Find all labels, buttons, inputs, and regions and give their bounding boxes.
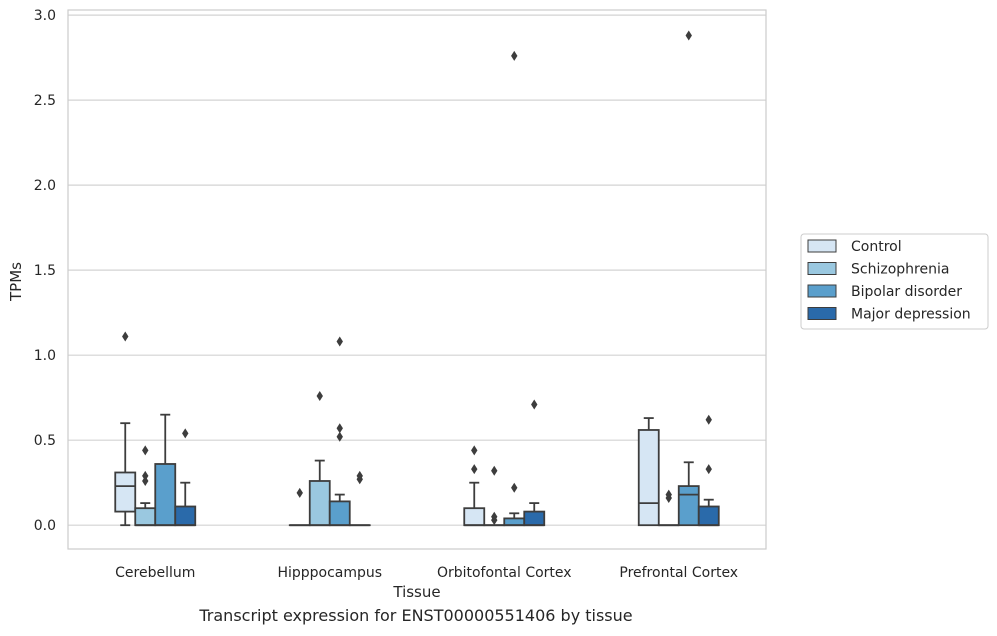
box-body (523, 510, 546, 527)
box-major-depression (697, 414, 720, 527)
box-body (328, 500, 351, 527)
x-tick-label: Hipppocampus (277, 565, 382, 581)
box-body (134, 507, 157, 527)
y-tick-labels: 0.0 0.5 1.0 1.5 2.0 2.5 3.0 (34, 8, 56, 534)
box-body (637, 429, 660, 527)
box-control (114, 331, 137, 527)
outlier-point (511, 50, 518, 61)
box-body (503, 517, 526, 527)
plot-frame (67, 9, 767, 550)
x-tick-labels: Cerebellum Hipppocampus Orbitofontal Corte… (115, 565, 738, 581)
box-schizophrenia (308, 390, 331, 527)
box-schizophrenia (134, 445, 157, 527)
outlier-point (336, 423, 343, 434)
outlier-point (705, 414, 712, 425)
box-body (697, 505, 720, 527)
outlier-point (182, 428, 189, 439)
x-tick-label: Prefrontal Cortex (619, 565, 738, 581)
legend: Control Schizophrenia Bipolar disorder Majo… (800, 233, 989, 330)
y-tick-label: 2.0 (34, 178, 56, 194)
box-control (463, 445, 486, 527)
box-control (288, 487, 311, 527)
outlier-point (491, 511, 498, 522)
outlier-point (705, 464, 712, 475)
y-tick-label: 0.5 (34, 433, 56, 449)
box-body (114, 471, 137, 513)
outlier-point (142, 475, 149, 486)
gridlines (68, 14, 766, 526)
box-groups (114, 30, 720, 527)
outlier-point (471, 445, 478, 456)
legend-swatch (807, 284, 837, 298)
outlier-point (296, 487, 303, 498)
outlier-point (531, 399, 538, 410)
box-body (463, 507, 486, 527)
box-bipolar-disorder (503, 50, 526, 527)
outlier-point (471, 464, 478, 475)
box-bipolar-disorder (154, 413, 177, 527)
y-tick-label: 1.5 (34, 263, 56, 279)
box-major-depression (523, 399, 546, 527)
outlier-point (336, 431, 343, 442)
outlier-point (511, 482, 518, 493)
chart-caption: Transcript expression for ENST0000055140… (199, 606, 633, 625)
outlier-point (356, 470, 363, 481)
outlier-point (665, 489, 672, 500)
box-bipolar-disorder (328, 336, 351, 527)
legend-swatch (807, 262, 837, 275)
box-body (677, 485, 700, 527)
box-body (154, 463, 177, 527)
y-tick-label: 0.0 (34, 518, 56, 534)
outlier-point (316, 390, 323, 401)
outlier-point (122, 331, 129, 342)
y-tick-label: 2.5 (34, 93, 56, 109)
box-body (308, 480, 331, 527)
y-tick-label: 3.0 (34, 8, 56, 24)
legend-label: Schizophrenia (851, 262, 949, 278)
box-schizophrenia (657, 489, 680, 527)
legend-box (800, 233, 989, 330)
legend-swatch (807, 307, 837, 320)
y-axis-label: TPMs (7, 262, 25, 302)
box-major-depression (348, 470, 371, 527)
legend-label: Major depression (851, 307, 971, 323)
x-tick-label: Cerebellum (115, 565, 195, 581)
outlier-point (336, 336, 343, 347)
outlier-point (685, 30, 692, 41)
x-tick-label: Orbitofontal Cortex (437, 565, 572, 581)
box-bipolar-disorder (677, 30, 700, 527)
box-schizophrenia (483, 465, 506, 527)
y-tick-label: 1.0 (34, 348, 56, 364)
box-body (174, 505, 197, 527)
x-axis-label: Tissue (392, 583, 440, 601)
outlier-point (142, 470, 149, 481)
box-control (637, 417, 660, 527)
legend-swatch (807, 239, 837, 253)
legend-label: Control (851, 239, 902, 255)
outlier-point (491, 465, 498, 476)
box-major-depression (174, 428, 197, 527)
legend-label: Bipolar disorder (851, 284, 962, 300)
outlier-point (142, 445, 149, 456)
